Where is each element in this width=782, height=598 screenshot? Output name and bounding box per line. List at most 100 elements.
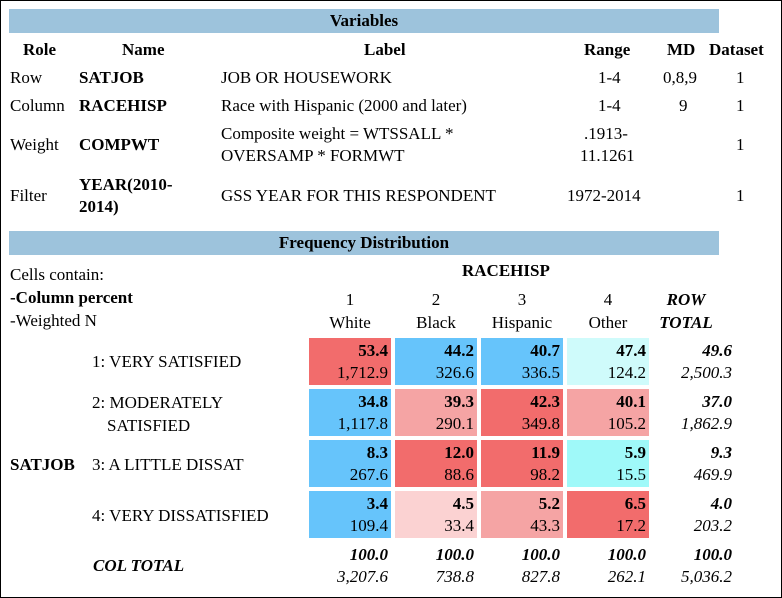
data-cell: 47.4 124.2 [567, 338, 649, 385]
data-cell: 53.4 1,712.9 [309, 338, 391, 385]
data-cell: 44.2 326.6 [395, 338, 477, 385]
column-label: Hispanic [491, 313, 553, 332]
cell-percent: 100.0 [349, 545, 388, 564]
var-dataset: 1 [736, 135, 745, 154]
var-dataset: 1 [736, 186, 745, 205]
data-cell: 8.3 267.6 [309, 440, 391, 487]
cell-percent: 49.6 [702, 341, 732, 360]
cell-percent: 8.3 [366, 443, 388, 462]
data-cell: 3.4 109.4 [309, 491, 391, 538]
frequency-title: Frequency Distribution [9, 231, 719, 255]
var-name-line2: 2014) [79, 197, 119, 216]
data-cell: 4.5 33.4 [395, 491, 477, 538]
col-total-cell: 100.0 3,207.6 [309, 542, 391, 589]
cell-weighted-n: 105.2 [607, 414, 646, 433]
cell-percent: 39.3 [444, 392, 474, 411]
cell-percent: 44.2 [444, 341, 474, 360]
var-dataset: 1 [736, 68, 745, 87]
row-label-line1: 2: MODERATELY [92, 393, 223, 412]
cell-percent: 11.9 [531, 443, 560, 462]
variables-title: Variables [9, 9, 719, 33]
cell-percent: 5.2 [538, 494, 560, 513]
row-label: 3: A LITTLE DISSAT [92, 455, 244, 474]
cell-weighted-n: 1,117.8 [337, 414, 388, 433]
cell-percent: 47.4 [616, 341, 646, 360]
cell-weighted-n: 827.8 [521, 567, 560, 586]
cell-weighted-n: 336.5 [521, 363, 560, 382]
cell-weighted-n: 349.8 [521, 414, 560, 433]
data-cell: 42.3 349.8 [481, 389, 563, 436]
var-label: GSS YEAR FOR THIS RESPONDENT [221, 186, 496, 205]
var-name: COMPWT [79, 135, 160, 154]
cell-percent: 42.3 [530, 392, 560, 411]
var-md: 0,8,9 [663, 68, 697, 87]
var-label: Race with Hispanic (2000 and later) [221, 96, 467, 115]
col-total-label: COL TOTAL [93, 556, 185, 575]
var-range-line2: 11.1261 [580, 146, 635, 165]
row-total-cell: 9.3 469.9 [653, 440, 735, 487]
cell-weighted-n: 98.2 [530, 465, 560, 484]
row-total-cell: 49.6 2,500.3 [653, 338, 735, 385]
cell-weighted-n: 203.2 [693, 516, 732, 535]
column-label: Black [416, 313, 456, 332]
cell-percent: 9.3 [710, 443, 732, 462]
header-label: Label [364, 40, 406, 59]
row-label: 1: VERY SATISFIED [92, 352, 242, 371]
column-label: Other [588, 313, 628, 332]
weighted-n-label: -Weighted N [10, 311, 97, 330]
cell-percent: 4.0 [710, 494, 732, 513]
data-cell: 40.1 105.2 [567, 389, 649, 436]
cell-percent: 6.5 [624, 494, 646, 513]
cell-weighted-n: 1,862.9 [681, 414, 732, 433]
data-cell: 39.3 290.1 [395, 389, 477, 436]
var-label-line2: OVERSAMP * FORMWT [221, 146, 405, 165]
var-name-line1: YEAR(2010- [79, 175, 173, 194]
var-label-line1: Composite weight = WTSSALL * [221, 124, 454, 143]
cell-weighted-n: 738.8 [435, 567, 474, 586]
data-cell: 12.0 88.6 [395, 440, 477, 487]
column-code: 4 [603, 290, 613, 309]
cell-weighted-n: 15.5 [616, 465, 646, 484]
data-cell: 34.8 1,117.8 [309, 389, 391, 436]
cell-percent: 53.4 [358, 341, 388, 360]
col-total-cell: 100.0 738.8 [395, 542, 477, 589]
header-name: Name [122, 40, 165, 59]
col-total-cell: 100.0 827.8 [481, 542, 563, 589]
cell-weighted-n: 33.4 [444, 516, 474, 535]
var-range: 1-4 [598, 96, 621, 115]
column-variable-name: RACEHISP [462, 261, 550, 280]
data-cell: 11.9 98.2 [481, 440, 563, 487]
data-cell: 5.2 43.3 [481, 491, 563, 538]
data-cell: 40.7 336.5 [481, 338, 563, 385]
cell-percent: 37.0 [702, 392, 732, 411]
var-name: SATJOB [79, 68, 144, 87]
cell-weighted-n: 5,036.2 [681, 567, 732, 586]
column-percent-label: -Column percent [10, 288, 133, 307]
cell-weighted-n: 326.6 [435, 363, 474, 382]
row-label-line2: SATISFIED [107, 416, 191, 435]
cell-percent: 100.0 [607, 545, 646, 564]
var-range: 1972-2014 [567, 186, 641, 205]
var-range-line1: .1913- [584, 124, 628, 143]
data-cell: 5.9 15.5 [567, 440, 649, 487]
cell-percent: 40.7 [530, 341, 560, 360]
cell-weighted-n: 262.1 [607, 567, 646, 586]
cell-percent: 5.9 [624, 443, 646, 462]
cell-weighted-n: 1,712.9 [337, 363, 388, 382]
cell-weighted-n: 267.6 [349, 465, 388, 484]
header-range: Range [584, 40, 631, 59]
var-role: Filter [10, 186, 47, 205]
cell-weighted-n: 109.4 [349, 516, 388, 535]
cell-weighted-n: 43.3 [530, 516, 560, 535]
cell-weighted-n: 469.9 [693, 465, 732, 484]
row-total-header-line2: TOTAL [659, 313, 713, 332]
header-dataset: Dataset [709, 40, 764, 59]
cell-percent: 100.0 [693, 545, 732, 564]
var-dataset: 1 [736, 96, 745, 115]
header-role: Role [23, 40, 57, 59]
var-role: Row [10, 68, 43, 87]
column-code: 1 [345, 290, 355, 309]
cell-percent: 12.0 [444, 443, 474, 462]
grand-total-cell: 100.0 5,036.2 [653, 542, 735, 589]
col-total-cell: 100.0 262.1 [567, 542, 649, 589]
